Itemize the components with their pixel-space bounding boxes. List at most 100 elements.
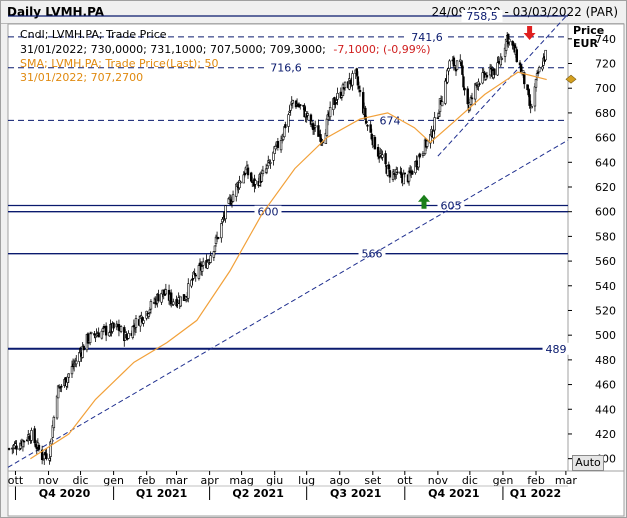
candle-body (334, 103, 337, 105)
candle-body (438, 98, 442, 113)
candle-body (364, 107, 367, 120)
candle-body (433, 117, 436, 131)
candle-body (216, 237, 220, 239)
x-tick-label: apr (200, 474, 219, 487)
candle-body (325, 118, 329, 136)
candle-body (403, 172, 406, 175)
candle-body (320, 138, 323, 141)
candle-body (88, 333, 92, 343)
candle-body (125, 333, 128, 339)
candle-body (336, 92, 339, 100)
candle-body (78, 352, 81, 362)
candle-body (373, 137, 377, 150)
candle-body (261, 170, 265, 175)
candle-body (220, 223, 223, 239)
candle-body (264, 168, 268, 173)
last-price-marker (565, 74, 577, 84)
candle-body (274, 146, 277, 150)
candle-body (299, 104, 302, 107)
candle-body (482, 70, 485, 73)
candle-body (269, 162, 272, 164)
candle-body (200, 266, 204, 272)
candle-body (312, 127, 316, 130)
candle-body (33, 428, 36, 444)
candle-body (202, 261, 205, 266)
candle-body (437, 113, 441, 117)
candle-body (343, 81, 347, 89)
candle-body (518, 62, 522, 66)
candle-body (462, 76, 465, 88)
x-tick-label: mar (166, 474, 188, 487)
candle-body (351, 73, 354, 86)
candle-body (48, 458, 51, 461)
y-tick-label: 540 (595, 280, 616, 293)
currency-label: EUR (573, 37, 598, 50)
candle-body (289, 104, 292, 111)
level-label: 674 (380, 114, 401, 127)
trend-line (7, 139, 569, 468)
auto-scale-button[interactable]: Auto (572, 455, 604, 471)
candle-body (328, 107, 332, 118)
y-tick-label: 560 (595, 255, 616, 268)
candle-body (246, 167, 250, 176)
sma-series (30, 71, 547, 460)
candle-body (381, 154, 384, 158)
candle-body (481, 72, 484, 84)
candle-body (190, 279, 193, 287)
x-tick-label: ago (330, 474, 351, 487)
level-label-bg (406, 30, 448, 43)
level-label-bg (358, 247, 386, 260)
candle-body (473, 83, 477, 100)
candle-body (147, 313, 150, 317)
candle-body (228, 197, 232, 200)
candle-body (101, 328, 105, 332)
time-axis-panel (7, 470, 625, 517)
candle-body (60, 385, 63, 388)
quarter-label: Q1 2021 (136, 487, 187, 500)
candle-body (432, 130, 435, 139)
candle-body (45, 453, 48, 459)
quarter-label: Q1 2022 (510, 487, 561, 500)
level-label: 758,5 (466, 10, 498, 23)
candle-body (52, 416, 56, 429)
candle-body (357, 86, 361, 89)
candle-body (302, 104, 305, 107)
candle-body (250, 172, 253, 182)
quarter-label: Q2 2021 (232, 487, 283, 500)
candle-body (108, 332, 111, 337)
horizontal-levels: 758,5 741,6 716,6 674 605 600 566 489 (8, 9, 570, 356)
candle-body (533, 86, 537, 107)
candle-body (134, 318, 138, 328)
x-tick-label: feb (527, 474, 545, 487)
candle-body (172, 301, 175, 305)
candle-body (463, 87, 466, 91)
candle-body (544, 49, 547, 61)
candle-body (313, 125, 317, 128)
level-label: 741,6 (411, 31, 443, 44)
x-tick-label: mag (229, 474, 253, 487)
candle-body (417, 155, 420, 168)
candle-body (358, 89, 362, 93)
candle-body (356, 76, 360, 86)
candle-body (222, 217, 225, 219)
candle-body (148, 309, 152, 313)
candle-body (541, 66, 544, 70)
candle-body (291, 99, 294, 104)
level-label-bg (265, 61, 307, 74)
candle-body (197, 265, 201, 279)
candle-body (238, 180, 241, 189)
y-tick-label: 640 (595, 156, 616, 169)
candle-body (288, 110, 291, 113)
candle-body (224, 205, 227, 220)
candle-body (309, 114, 313, 125)
candle-body (455, 60, 459, 70)
candle-body (72, 364, 76, 367)
candle-body (157, 294, 160, 302)
candle-body (164, 289, 168, 295)
candle-body (149, 301, 153, 310)
candle-body (132, 325, 136, 328)
candle-body (526, 84, 529, 91)
candle-body (40, 449, 44, 460)
y-tick-label: 620 (595, 181, 616, 194)
